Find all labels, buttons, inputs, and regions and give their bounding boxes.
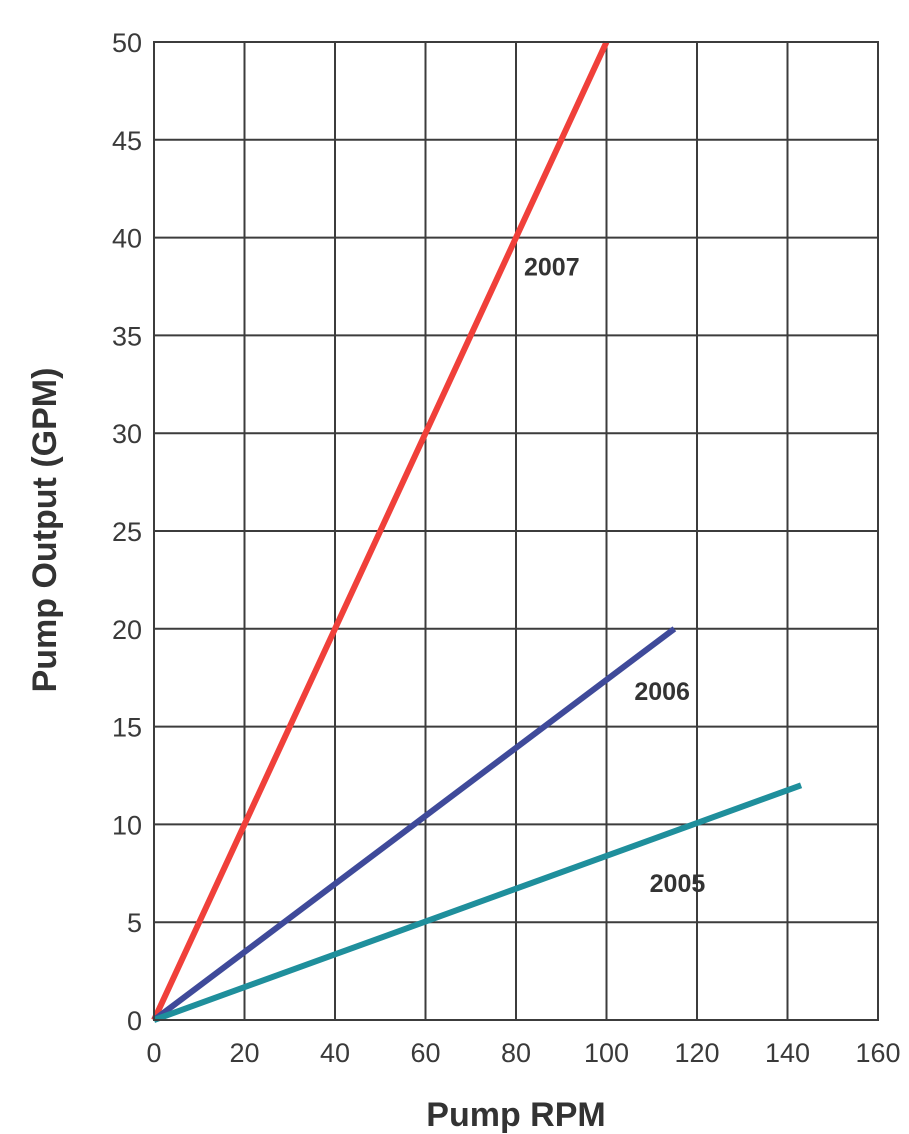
series-line-2005 [152, 782, 803, 1023]
series-lines [151, 40, 803, 1023]
x-axis-ticks: 0 20 40 60 80 100 120 140 160 [146, 1038, 900, 1068]
series-line-2007 [151, 40, 610, 1022]
x-tick-label: 120 [674, 1038, 719, 1068]
y-tick-label: 0 [127, 1006, 142, 1036]
y-tick-label: 5 [127, 908, 142, 938]
x-tick-label: 160 [855, 1038, 900, 1068]
series-label-2005: 2005 [650, 870, 706, 898]
y-axis-ticks: 0 5 10 15 20 25 30 35 40 45 50 [112, 28, 142, 1036]
y-tick-label: 50 [112, 28, 142, 58]
series-label-2007: 2007 [524, 254, 580, 282]
x-tick-label: 100 [584, 1038, 629, 1068]
y-tick-label: 15 [112, 713, 142, 743]
series-label-2006: 2006 [634, 678, 690, 706]
x-axis-title: Pump RPM [426, 1096, 605, 1134]
y-axis-title: Pump Output (GPM) [26, 368, 64, 693]
y-tick-label: 25 [112, 517, 142, 547]
x-tick-label: 140 [765, 1038, 810, 1068]
grid [153, 41, 879, 1021]
series-labels: 2007 2006 2005 [524, 254, 705, 899]
y-tick-label: 10 [112, 810, 142, 840]
x-tick-label: 60 [410, 1038, 440, 1068]
plot-area-frame [153, 41, 879, 1021]
y-tick-label: 40 [112, 224, 142, 254]
y-tick-label: 30 [112, 419, 142, 449]
x-tick-label: 80 [501, 1038, 531, 1068]
x-tick-label: 40 [320, 1038, 350, 1068]
series-line-2006 [152, 626, 677, 1023]
y-tick-label: 45 [112, 126, 142, 156]
x-tick-label: 0 [146, 1038, 161, 1068]
x-tick-label: 20 [229, 1038, 259, 1068]
y-tick-label: 20 [112, 615, 142, 645]
y-tick-label: 35 [112, 321, 142, 351]
